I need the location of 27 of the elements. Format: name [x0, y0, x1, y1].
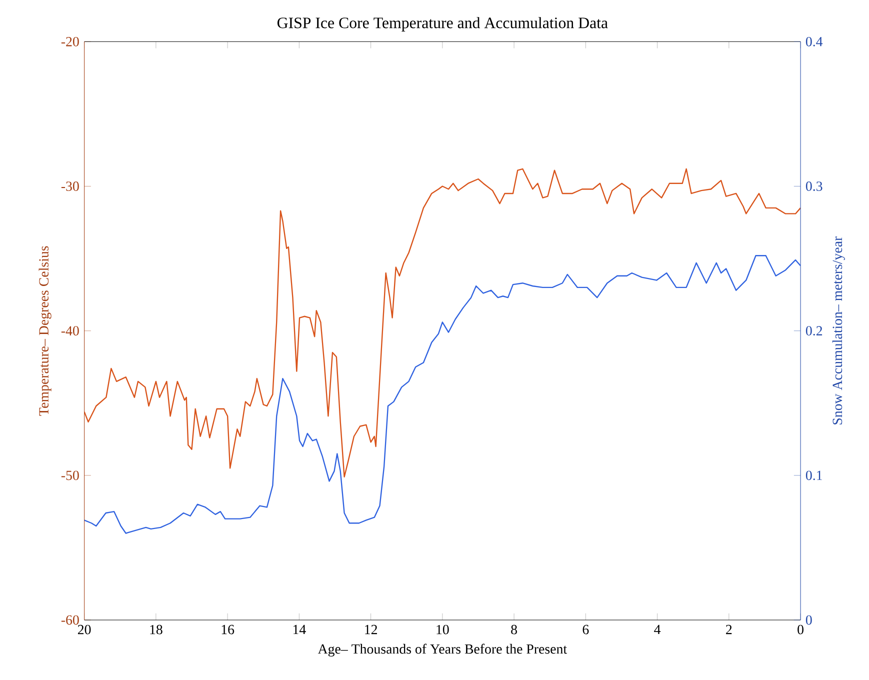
x-tick-label: 6 — [582, 625, 589, 634]
x-tick-label: 16 — [222, 625, 234, 634]
x-tick-label: 20 — [78, 625, 91, 635]
x-tick-label: 12 — [365, 625, 377, 634]
x-tick-label: 8 — [511, 625, 517, 635]
y2-tick-label: 0.2 — [806, 326, 822, 336]
y-tick-label: -60 — [61, 616, 79, 625]
x-tick-label: 18 — [150, 625, 162, 635]
x-tick-label: 2 — [726, 625, 732, 634]
x-tick-label: 4 — [654, 625, 661, 634]
line-series — [84, 168, 801, 478]
y-tick-label: -50 — [61, 470, 79, 480]
y2-tick-label: 0.1 — [806, 470, 822, 480]
y-tick-label: -30 — [61, 182, 79, 192]
y2-tick-label: 0.4 — [806, 37, 823, 47]
x-axis-title: Age– Thousands of Years Before the Present — [318, 644, 567, 657]
x-tick-label: 0 — [798, 625, 804, 635]
x-tick-label: 10 — [436, 625, 449, 635]
line-series — [84, 255, 801, 534]
x-tick-label: 14 — [293, 625, 306, 634]
y-axis-title: Temperature– Degrees Celsius — [38, 246, 52, 416]
chart-title: GISP Ice Core Temperature and Accumulation Data — [277, 17, 608, 32]
y2-tick-label: 0 — [806, 616, 812, 625]
y-tick-label: -20 — [61, 37, 79, 47]
y2-axis-title: Snow Accumulation– meters/year — [832, 236, 845, 425]
y-tick-label: -40 — [61, 326, 79, 336]
y2-tick-label: 0.3 — [806, 182, 822, 192]
